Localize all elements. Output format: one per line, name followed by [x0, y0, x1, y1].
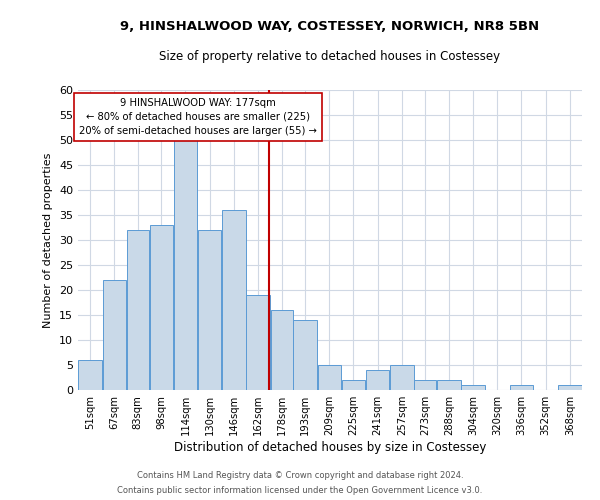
Bar	[366, 370, 389, 390]
Bar	[342, 380, 365, 390]
Bar	[79, 360, 102, 390]
Bar	[174, 140, 197, 390]
Bar	[149, 225, 173, 390]
Bar	[558, 385, 581, 390]
Bar	[317, 365, 341, 390]
Text: 9, HINSHALWOOD WAY, COSTESSEY, NORWICH, NR8 5BN: 9, HINSHALWOOD WAY, COSTESSEY, NORWICH, …	[121, 20, 539, 33]
Bar	[293, 320, 317, 390]
Bar	[461, 385, 485, 390]
Bar	[510, 385, 533, 390]
Text: Size of property relative to detached houses in Costessey: Size of property relative to detached ho…	[160, 50, 500, 63]
Bar	[271, 310, 293, 390]
Text: 9 HINSHALWOOD WAY: 177sqm
← 80% of detached houses are smaller (225)
20% of semi: 9 HINSHALWOOD WAY: 177sqm ← 80% of detac…	[79, 98, 317, 136]
Bar	[103, 280, 126, 390]
Bar	[198, 230, 221, 390]
Text: Contains public sector information licensed under the Open Government Licence v3: Contains public sector information licen…	[118, 486, 482, 495]
X-axis label: Distribution of detached houses by size in Costessey: Distribution of detached houses by size …	[174, 441, 486, 454]
Text: Contains HM Land Registry data © Crown copyright and database right 2024.: Contains HM Land Registry data © Crown c…	[137, 471, 463, 480]
Bar	[415, 380, 436, 390]
Bar	[247, 295, 270, 390]
Bar	[127, 230, 149, 390]
Bar	[390, 365, 413, 390]
Bar	[222, 210, 245, 390]
Bar	[437, 380, 461, 390]
Y-axis label: Number of detached properties: Number of detached properties	[43, 152, 53, 328]
